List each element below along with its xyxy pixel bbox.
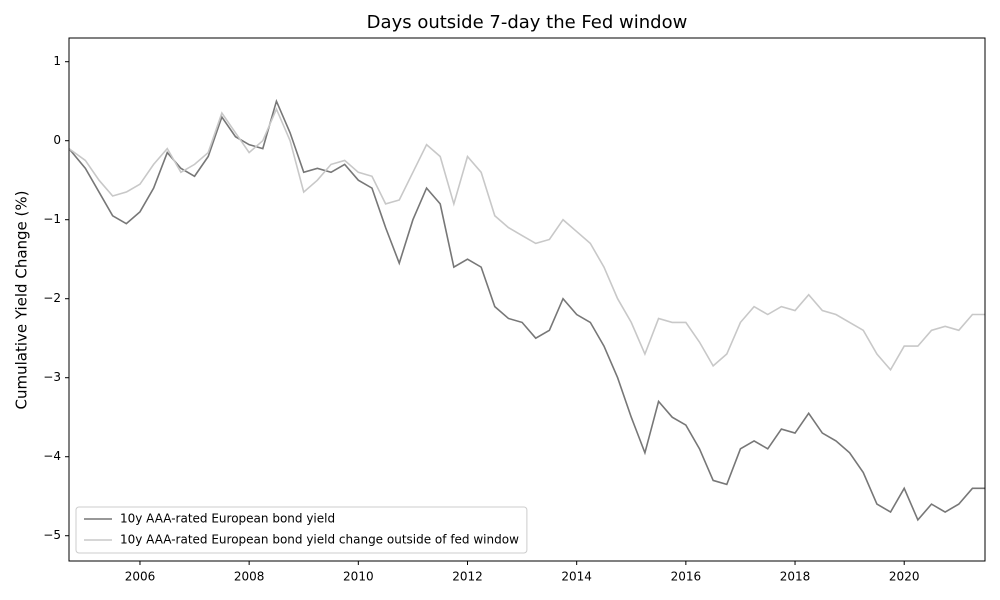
legend-label: 10y AAA-rated European bond yield change… — [120, 533, 519, 547]
y-tick-label: −2 — [43, 291, 61, 305]
x-tick-label: 2014 — [561, 570, 592, 584]
series-line — [69, 98, 985, 522]
y-tick-label: −5 — [43, 528, 61, 542]
x-tick-label: 2020 — [889, 570, 920, 584]
x-tick-label: 2012 — [452, 570, 483, 584]
y-tick-label: −1 — [43, 212, 61, 226]
chart-title: Days outside 7-day the Fed window — [367, 12, 688, 33]
y-tick-label: 0 — [53, 133, 61, 147]
y-tick-label: −3 — [43, 370, 61, 384]
y-axis-label: Cumulative Yield Change (%) — [13, 190, 31, 409]
x-tick-label: 2008 — [234, 570, 265, 584]
y-tick-label: 1 — [53, 54, 61, 68]
y-tick-label: −4 — [43, 449, 61, 463]
legend-box — [75, 506, 528, 554]
series-line — [69, 107, 985, 372]
x-tick-label: 2018 — [780, 570, 811, 584]
legend-label: 10y AAA-rated European bond yield — [120, 512, 335, 526]
x-tick-label: 2016 — [671, 570, 702, 584]
x-tick-label: 2006 — [125, 570, 156, 584]
plot-frame — [68, 37, 986, 562]
x-tick-label: 2010 — [343, 570, 374, 584]
